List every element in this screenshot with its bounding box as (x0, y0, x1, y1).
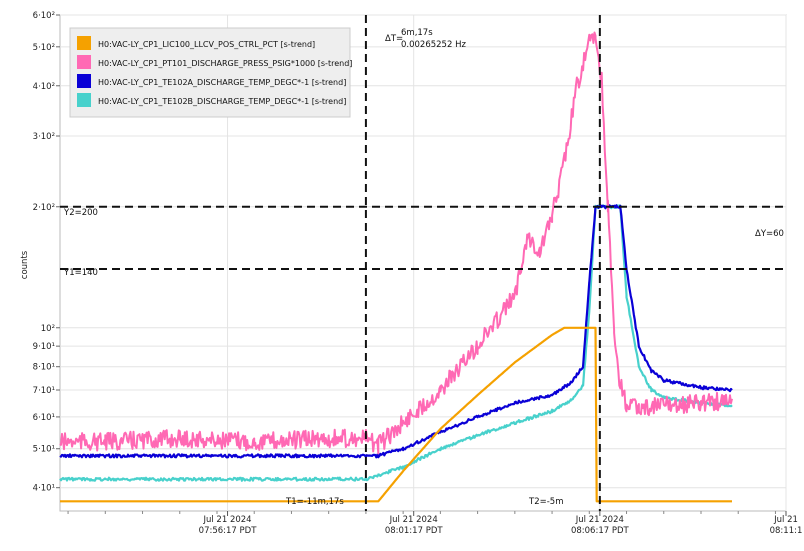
legend-label-1: H0:VAC-LY_CP1_PT101_DISCHARGE_PRESS_PSIG… (98, 59, 352, 68)
legend-box (69, 27, 351, 118)
y-axis-label: counts (20, 250, 30, 279)
legend-label-2: H0:VAC-LY_CP1_TE102A_DISCHARGE_TEMP_DEGC… (98, 78, 346, 87)
x-tick-label-date: Jul 21 (773, 515, 798, 525)
x-tick-label-time: 08:06:17 PDT (571, 526, 630, 536)
y-tick-label: 4·10¹ (33, 484, 55, 494)
cursor-lines[interactable] (60, 15, 786, 511)
x-tick-label-date: Jul 21 2024 (575, 515, 624, 525)
legend-swatch-2 (77, 74, 91, 88)
y-tick-label: 9·10¹ (33, 342, 55, 352)
legend-label-0: H0:VAC-LY_CP1_LIC100_LLCV_POS_CTRL_PCT [… (98, 40, 315, 49)
legend-label-3: H0:VAC-LY_CP1_TE102B_DISCHARGE_TEMP_DEGC… (98, 97, 346, 106)
y-axis-ticks: 4·10¹ 5·10¹ 6·10¹ 7·10¹ 8·10¹ 9·10¹ 10² 2·10² 3·… (33, 11, 60, 494)
y2-cursor-label: Y2=200 (63, 208, 98, 218)
y-tick-label: 4·10² (33, 82, 55, 92)
x-tick-label-time: 08:11:1 (770, 526, 803, 536)
series-line-2 (59, 204, 733, 459)
y-tick-label: 6·10² (33, 11, 55, 21)
series-line-0 (59, 326, 733, 503)
y-tick-label: 5·10² (33, 43, 55, 53)
delta-y-label: ΔY=60 (755, 229, 784, 239)
y-tick-label: 3·10² (33, 132, 55, 142)
t2-cursor-label: T2=-5m (528, 497, 563, 507)
x-tick-label-time: 07:56:17 PDT (199, 526, 258, 536)
t1-cursor-label: T1=-11m,17s (285, 497, 344, 507)
legend-swatch-0 (77, 36, 91, 50)
x-tick-label-date: Jul 21 2024 (202, 515, 251, 525)
legend: H0:VAC-LY_CP1_LIC100_LLCV_POS_CTRL_PCT [… (69, 27, 352, 118)
y-tick-label: 5·10¹ (33, 445, 55, 455)
series-lines (59, 31, 733, 503)
delta-t-prefix: ΔT= (385, 34, 403, 44)
legend-swatch-3 (77, 93, 91, 107)
x-tick-label-date: Jul 21 2024 (389, 515, 438, 525)
legend-swatch-1 (77, 55, 91, 69)
y-tick-label: 2·10² (33, 203, 55, 213)
y-tick-label: 10² (41, 324, 55, 334)
y-tick-label: 8·10¹ (33, 363, 55, 373)
y-tick-label: 6·10¹ (33, 413, 55, 423)
series-line-1 (59, 31, 733, 455)
y1-cursor-label: Y1=140 (63, 268, 98, 278)
x-tick-label-time: 08:01:17 PDT (385, 526, 444, 536)
delta-t-value: 6m,17s (401, 28, 433, 38)
y-tick-label: 7·10¹ (33, 386, 55, 396)
delta-t-frequency: 0.00265252 Hz (401, 40, 466, 50)
